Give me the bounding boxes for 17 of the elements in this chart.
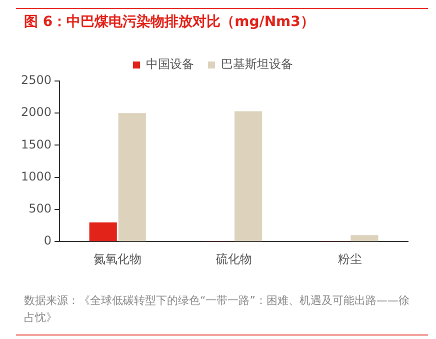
chart-title: 图 6：中巴煤电污染物排放对比（mg/Nm3） bbox=[24, 13, 316, 31]
bar bbox=[234, 111, 262, 242]
bar bbox=[89, 222, 117, 242]
y-tick-label: 500 bbox=[28, 202, 52, 216]
y-tick-label: 2000 bbox=[20, 105, 52, 120]
x-tick-label: 氮氧化物 bbox=[94, 252, 142, 266]
source-note: 数据来源：《全球低碳转型下的绿色“一带一路”：困难、机遇及可能出路——徐占忱》 bbox=[24, 293, 410, 326]
x-tick-label: 硫化物 bbox=[216, 252, 252, 266]
bar bbox=[350, 235, 378, 242]
y-tick-label: 1000 bbox=[20, 169, 52, 184]
bar bbox=[118, 113, 146, 242]
y-tick-label: 2500 bbox=[20, 73, 52, 88]
legend-label: 中国设备 bbox=[146, 57, 194, 72]
x-tick-label: 粉尘 bbox=[338, 252, 362, 266]
legend-label: 巴基斯坦设备 bbox=[221, 57, 293, 72]
y-tick-label: 1500 bbox=[20, 137, 52, 152]
y-tick-label: 0 bbox=[44, 234, 52, 248]
